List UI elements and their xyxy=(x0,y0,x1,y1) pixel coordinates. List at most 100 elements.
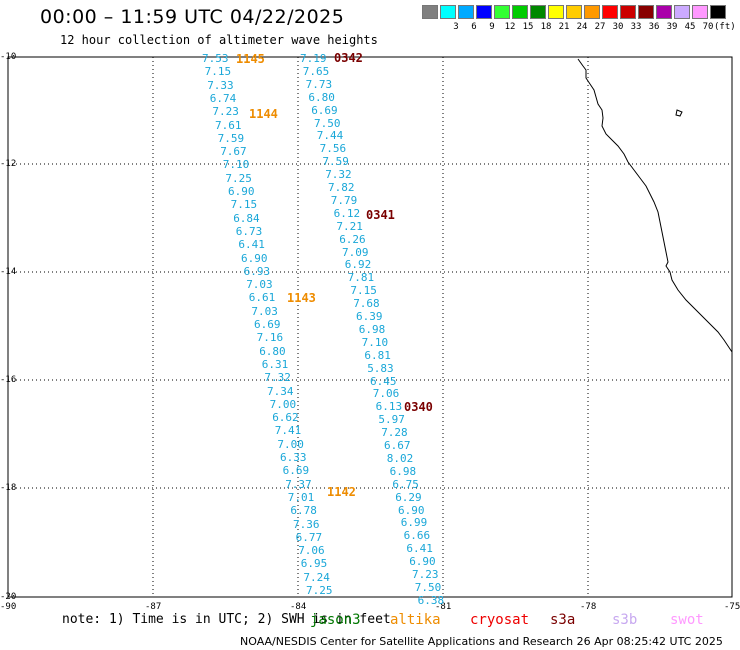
wave-height-value: 7.24 xyxy=(303,570,330,584)
wave-height-value: 6.80 xyxy=(259,344,286,358)
scale-swatch xyxy=(512,5,528,19)
wave-height-value: 6.38 xyxy=(417,593,445,607)
wave-height-value: 7.67 xyxy=(220,145,247,159)
page-title: 00:00 – 11:59 UTC 04/22/2025 xyxy=(40,6,345,28)
wave-height-value: 5.83 xyxy=(367,361,394,375)
wave-height-value: 7.79 xyxy=(330,193,358,207)
scale-swatch xyxy=(638,5,654,19)
wave-height-value: 7.23 xyxy=(212,105,239,119)
lat-label: -16 xyxy=(0,375,17,385)
lat-label: -12 xyxy=(0,159,17,169)
scale-swatch xyxy=(602,5,618,19)
legend-altika: altika xyxy=(390,612,441,628)
wave-height-value: 5.97 xyxy=(378,413,405,427)
wave-height-value: 6.69 xyxy=(311,103,338,117)
wave-height-value: 7.15 xyxy=(230,198,258,212)
pass-time-label: 1142 xyxy=(327,485,356,499)
wave-height-value: 6.90 xyxy=(228,185,255,198)
lon-label: -90 xyxy=(0,602,17,612)
pass-time-label: 1144 xyxy=(249,107,278,121)
scale-swatch xyxy=(476,5,492,19)
pass-time-label: 1143 xyxy=(287,291,316,305)
lat-label: -14 xyxy=(0,267,17,277)
scale-label: 21 xyxy=(558,22,570,32)
pass-time-label: 0340 xyxy=(404,400,433,414)
wave-height-value: 6.80 xyxy=(308,90,335,104)
wave-height-value: 7.01 xyxy=(287,490,315,504)
lat-label: -20 xyxy=(0,592,17,602)
wave-height-value: 6.73 xyxy=(235,224,263,238)
wave-height-value: 6.77 xyxy=(295,530,323,544)
legend-s3b: s3b xyxy=(612,612,638,628)
legend-jason3: jason3 xyxy=(310,612,361,628)
wave-height-value: 7.09 xyxy=(342,245,369,259)
wave-height-value: 6.90 xyxy=(409,555,436,569)
scale-label: 39 xyxy=(666,22,678,32)
lon-label: -87 xyxy=(145,602,162,612)
page-subtitle: 12 hour collection of altimeter wave hei… xyxy=(60,33,378,47)
wave-height-value: 8.02 xyxy=(386,451,414,465)
wave-height-value: 6.39 xyxy=(356,310,383,323)
scale-swatch xyxy=(458,5,474,19)
lat-lon-grid xyxy=(8,57,732,597)
scale-swatch xyxy=(440,5,456,19)
wave-height-value: 6.92 xyxy=(344,258,372,272)
scale-label: 6 xyxy=(471,22,477,32)
wave-height-value: 7.81 xyxy=(347,271,375,285)
scale-label: 18 xyxy=(540,22,552,32)
scale-swatch xyxy=(422,5,438,19)
wave-height-value: 7.06 xyxy=(372,387,400,401)
wave-height-value: 7.03 xyxy=(251,304,278,318)
wave-height-value: 6.74 xyxy=(209,91,237,105)
wave-height-value: 7.00 xyxy=(277,437,304,451)
wave-height-value: 6.90 xyxy=(241,251,268,265)
scale-swatch xyxy=(584,5,600,19)
wave-height-value: 6.13 xyxy=(375,400,403,414)
scale-label: 36 xyxy=(648,22,660,32)
wave-height-value: 7.25 xyxy=(225,171,252,185)
wave-height-value: 6.66 xyxy=(403,529,431,543)
wave-height-value: 7.50 xyxy=(414,580,442,594)
footer-credit: NOAA/NESDIS Center for Satellite Applica… xyxy=(240,635,723,648)
wave-height-value: 6.99 xyxy=(400,516,428,530)
wave-height-value: 6.67 xyxy=(384,439,411,452)
wave-height-value: 6.41 xyxy=(238,238,265,252)
wave-height-value: 7.34 xyxy=(267,384,294,398)
scale-swatch xyxy=(494,5,510,19)
legend-swot: swot xyxy=(670,612,704,628)
wave-height-value: 7.68 xyxy=(353,297,380,311)
wave-height-value: 7.16 xyxy=(256,331,284,345)
wave-height-value: 7.10 xyxy=(361,335,389,349)
wave-height-value: 6.98 xyxy=(358,322,386,336)
wave-height-value: 7.32 xyxy=(325,168,352,182)
wave-height-value: 7.15 xyxy=(350,284,377,298)
wave-height-value: 6.90 xyxy=(398,503,425,517)
scale-swatch xyxy=(692,5,708,19)
pass-time-label: 1145 xyxy=(236,52,265,66)
scale-swatch xyxy=(530,5,546,19)
wave-height-value: 7.25 xyxy=(306,584,333,597)
lon-label: -75 xyxy=(724,602,740,612)
scale-swatch xyxy=(674,5,690,19)
scale-swatch xyxy=(620,5,636,19)
scale-label: 9 xyxy=(489,22,495,32)
wave-height-value: 7.59 xyxy=(322,155,349,169)
wave-height-value: 7.03 xyxy=(246,278,273,292)
coastline xyxy=(577,58,733,353)
wave-height-value: 7.56 xyxy=(319,142,347,156)
scale-unit: (ft) xyxy=(714,22,736,32)
wave-height-value: 7.44 xyxy=(316,129,344,143)
wave-height-value: 7.36 xyxy=(293,517,320,531)
scale-label: 3 xyxy=(453,22,459,32)
scale-label: 27 xyxy=(594,22,606,32)
wave-height-value: 7.73 xyxy=(305,77,333,91)
wave-height-value: 7.33 xyxy=(207,78,234,92)
legend-cryosat: cryosat xyxy=(470,612,530,628)
wave-height-value: 7.65 xyxy=(302,64,330,78)
lat-label: -10 xyxy=(0,52,17,62)
scale-label: 70 xyxy=(702,22,714,32)
wave-height-value: 6.41 xyxy=(406,542,433,556)
lon-label: -81 xyxy=(435,602,452,612)
wave-height-value: 6.26 xyxy=(339,232,366,246)
wave-height-value: 6.61 xyxy=(248,291,276,305)
